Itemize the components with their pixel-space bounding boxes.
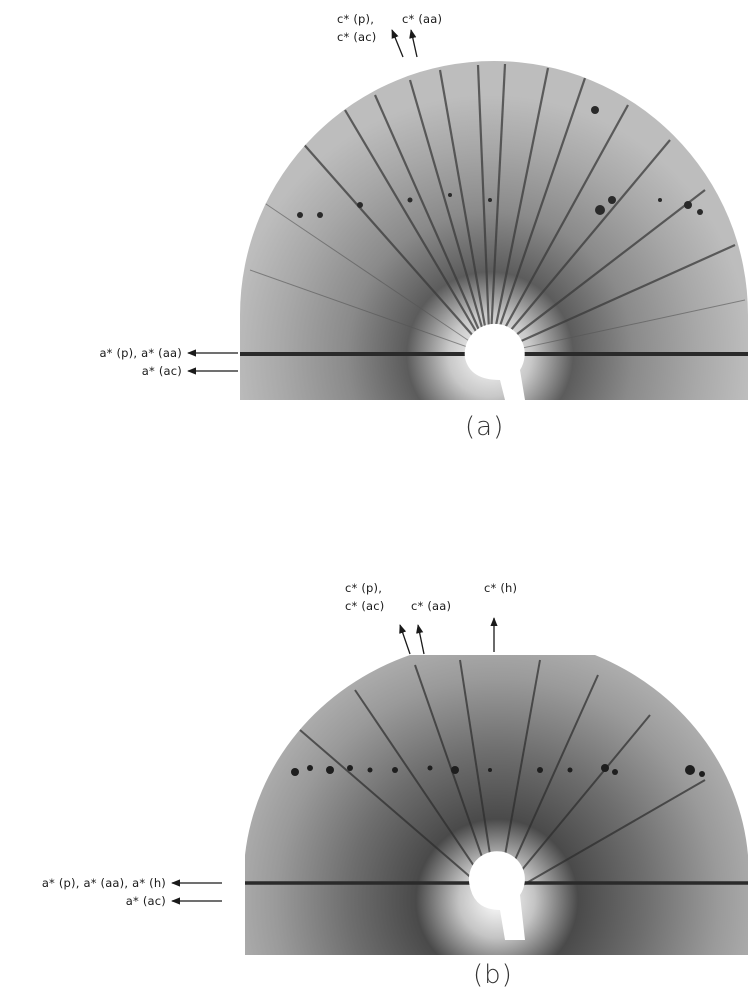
- label-c-star-p-a: c* (p),: [337, 12, 375, 26]
- arrow-c-star-aa-b: [416, 624, 425, 655]
- label-c-star-h-b: c* (h): [484, 581, 518, 595]
- label-c-star-aa-b: c* (aa): [411, 599, 452, 613]
- panel-a-pattern: [240, 61, 748, 400]
- arrow-c-star-p-a: [391, 29, 404, 58]
- caption-a: (a): [465, 412, 505, 442]
- panel-a-arrows: [187, 29, 418, 375]
- label-c-star-ac-b: c* (ac): [345, 599, 385, 613]
- label-a-star-ac-b: a* (ac): [125, 894, 166, 908]
- label-a-star-p-a: a* (p), a* (aa): [99, 346, 182, 360]
- panel-b-arrows: [171, 617, 498, 905]
- label-a-star-ac-a: a* (ac): [141, 364, 182, 378]
- panel-b-pattern: [245, 655, 748, 955]
- arrow-c-star-p-b: [399, 624, 411, 655]
- label-c-star-aa-a: c* (aa): [402, 12, 443, 26]
- label-c-star-ac-a: c* (ac): [337, 30, 377, 44]
- caption-b: (b): [473, 960, 513, 990]
- label-c-star-p-b: c* (p),: [345, 581, 383, 595]
- arrow-c-star-aa-a: [409, 29, 418, 58]
- label-a-star-p-b: a* (p), a* (aa), a* (h): [41, 876, 166, 890]
